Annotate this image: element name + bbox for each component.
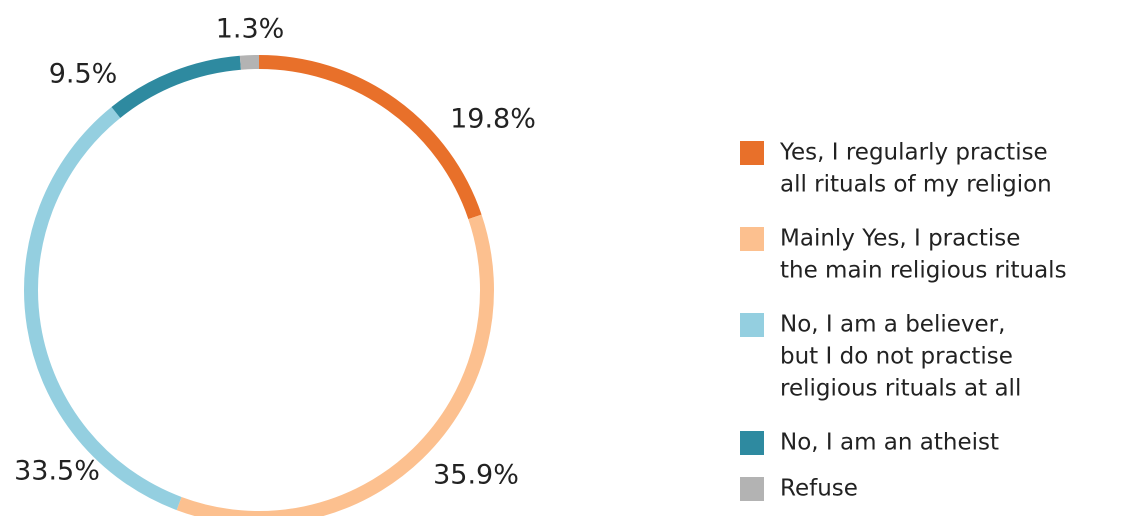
legend-label: religious rituals at all [780,376,1021,402]
data-label: 9.5% [49,59,118,90]
legend-swatch [740,227,764,251]
donut-segment [24,107,182,511]
legend-swatch [740,477,764,501]
legend-label: Mainly Yes, I practise [780,226,1020,252]
legend-label: No, I am an atheist [780,430,999,456]
legend-swatch [740,141,764,165]
legend-swatch [740,313,764,337]
legend-label: the main religious rituals [780,258,1067,284]
legend-swatch [740,431,764,455]
legend-label: No, I am a believer, [780,312,1005,338]
legend-label: Refuse [780,476,858,502]
legend-label: all rituals of my religion [780,172,1052,198]
donut-segment [239,55,260,70]
donut-segment [176,214,494,516]
data-label: 1.3% [216,14,285,45]
data-label: 33.5% [14,456,100,487]
data-label: 35.9% [433,460,519,491]
legend-label: but I do not practise [780,344,1013,370]
data-label: 19.8% [450,104,536,135]
donut-segment [258,55,482,220]
donut-segment [111,55,242,118]
legend-label: Yes, I regularly practise [779,140,1048,166]
